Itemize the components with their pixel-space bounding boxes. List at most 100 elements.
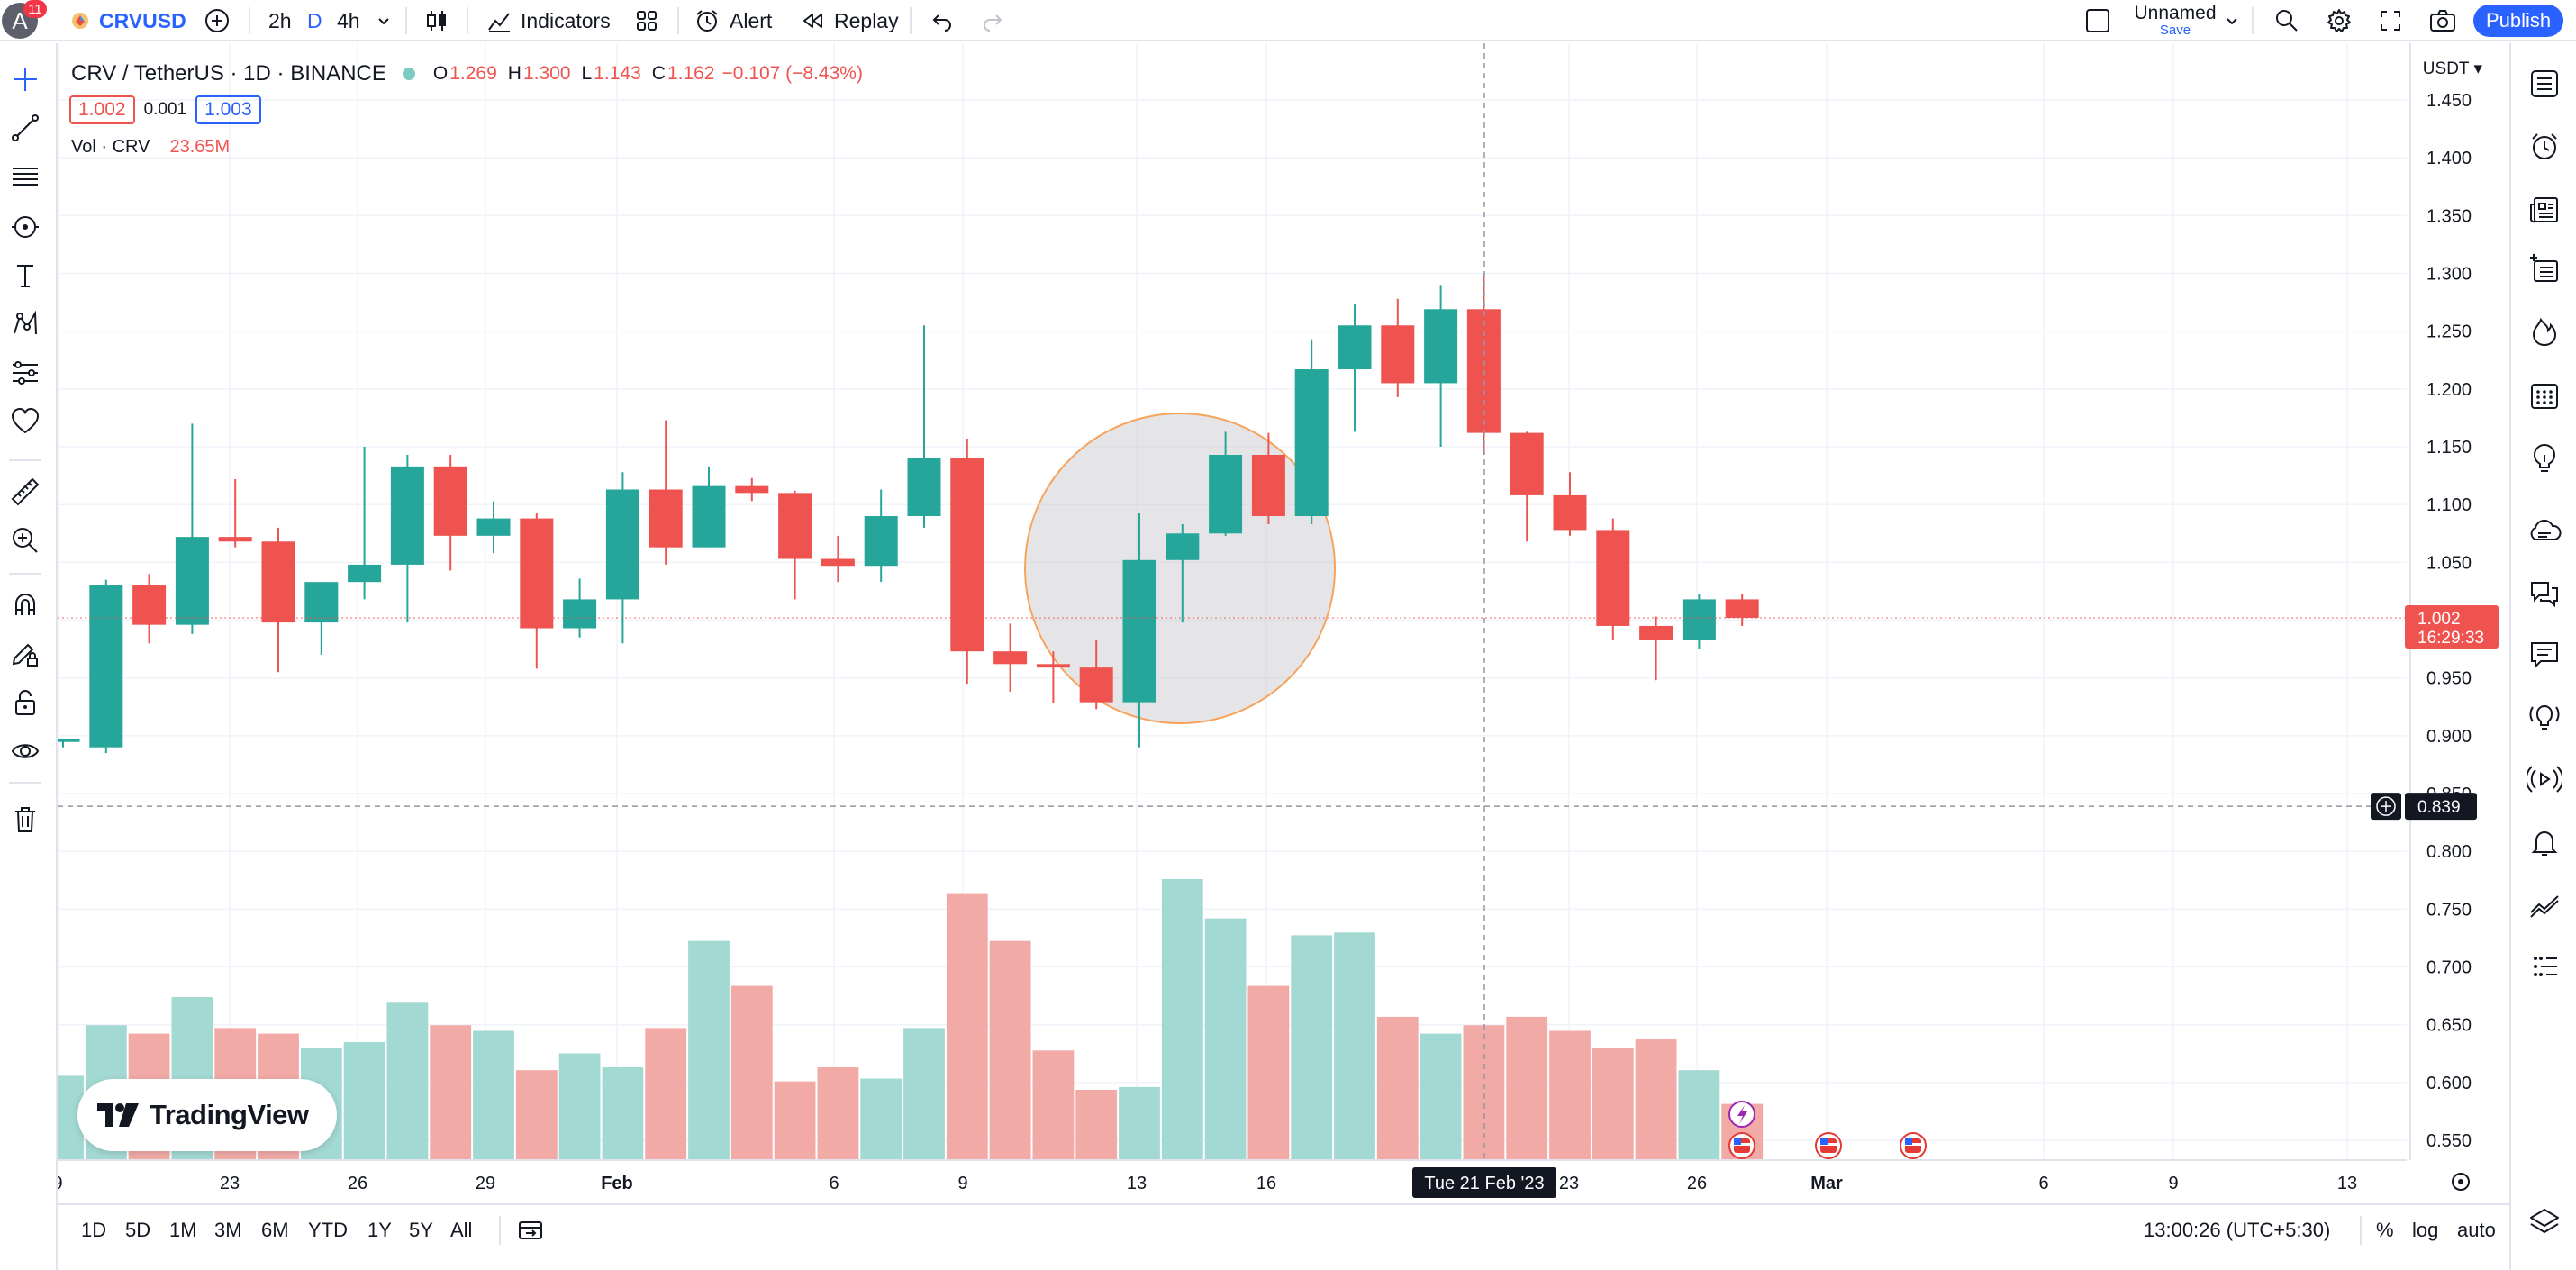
interval-2h-label[interactable]: 2h bbox=[268, 8, 292, 32]
tips-button[interactable] bbox=[2524, 695, 2565, 737]
volume-bar[interactable] bbox=[1506, 1016, 1548, 1160]
interval-2h[interactable]: 2h bbox=[268, 0, 292, 41]
layout-name[interactable]: Unnamed bbox=[2134, 3, 2217, 23]
candle-body[interactable] bbox=[1682, 599, 1716, 640]
undo-button[interactable] bbox=[930, 0, 955, 41]
candle-body[interactable] bbox=[993, 651, 1028, 665]
interval-d[interactable]: D bbox=[307, 0, 322, 41]
log-scale-toggle[interactable]: log bbox=[2412, 1205, 2438, 1256]
watchlist-button[interactable] bbox=[2524, 63, 2565, 104]
ask-price-box[interactable]: 1.003 bbox=[195, 95, 261, 124]
chart-type-button[interactable] bbox=[423, 0, 450, 41]
candle-body[interactable] bbox=[907, 458, 941, 517]
zoom-in-tool[interactable] bbox=[5, 521, 45, 560]
magnet-tool[interactable] bbox=[5, 585, 45, 625]
templates-button[interactable] bbox=[634, 0, 659, 41]
volume-bar[interactable] bbox=[1204, 918, 1247, 1160]
range-1y[interactable]: 1Y bbox=[367, 1205, 392, 1256]
volume-bar[interactable] bbox=[1635, 1039, 1677, 1160]
candle-body[interactable] bbox=[476, 518, 511, 536]
indicators-label[interactable]: Indicators bbox=[521, 8, 611, 32]
candle-body[interactable] bbox=[520, 518, 554, 629]
date-range-button[interactable] bbox=[517, 1205, 544, 1256]
candle-body[interactable] bbox=[778, 493, 812, 559]
symbol-search[interactable]: CRVUSD bbox=[70, 0, 186, 41]
fullscreen-button[interactable] bbox=[2378, 0, 2403, 41]
range-1d-label[interactable]: 1D bbox=[81, 1219, 107, 1241]
lock-drawings-tool[interactable] bbox=[5, 683, 45, 722]
candle-body[interactable] bbox=[649, 489, 683, 548]
volume-bar[interactable] bbox=[989, 940, 1031, 1160]
volume-bar[interactable] bbox=[1119, 1086, 1160, 1160]
candle-body[interactable] bbox=[1294, 369, 1329, 517]
notifications-button[interactable] bbox=[2524, 821, 2565, 863]
volume-bar[interactable] bbox=[558, 1053, 601, 1160]
trading-panel-button[interactable] bbox=[2524, 884, 2565, 926]
candle-body[interactable] bbox=[563, 599, 597, 629]
bid-price-box[interactable]: 1.002 bbox=[69, 95, 135, 124]
volume-bar[interactable] bbox=[430, 1025, 472, 1160]
volume-bar[interactable] bbox=[1032, 1050, 1075, 1160]
volume-bar[interactable] bbox=[903, 1028, 945, 1160]
streams-button[interactable] bbox=[2524, 634, 2565, 676]
range-5d-label[interactable]: 5D bbox=[125, 1219, 151, 1241]
range-all[interactable]: All bbox=[450, 1205, 472, 1256]
candle-body[interactable] bbox=[1251, 455, 1285, 517]
minds-button[interactable] bbox=[2524, 512, 2565, 553]
volume-bar[interactable] bbox=[343, 1041, 385, 1160]
settings-button[interactable] bbox=[2326, 0, 2353, 41]
range-6m-label[interactable]: 6M bbox=[261, 1219, 289, 1241]
volume-legend-label[interactable]: Vol · CRV bbox=[71, 137, 150, 157]
candle-body[interactable] bbox=[89, 585, 123, 748]
candle-body[interactable] bbox=[1510, 432, 1544, 495]
alert-button[interactable]: Alert bbox=[694, 0, 772, 41]
layout-name-button[interactable]: Unnamed Save bbox=[2126, 0, 2225, 41]
text-tool[interactable] bbox=[5, 256, 45, 295]
dom-button[interactable] bbox=[2524, 946, 2565, 987]
currency-selector[interactable]: USDT ▾ bbox=[2423, 59, 2483, 78]
auto-scale-toggle[interactable]: auto bbox=[2457, 1205, 2496, 1256]
candle-body[interactable] bbox=[1338, 325, 1372, 370]
candle-body[interactable] bbox=[1079, 667, 1113, 703]
range-5y[interactable]: 5Y bbox=[409, 1205, 433, 1256]
volume-bar[interactable] bbox=[1291, 935, 1333, 1160]
pattern-tool[interactable] bbox=[5, 304, 45, 344]
range-1y-label[interactable]: 1Y bbox=[367, 1219, 392, 1241]
volume-bar[interactable] bbox=[1549, 1030, 1591, 1160]
replay-label[interactable]: Replay bbox=[834, 8, 899, 32]
candle-body[interactable] bbox=[605, 489, 639, 600]
prediction-tool[interactable] bbox=[5, 353, 45, 393]
symbol-label[interactable]: CRVUSD bbox=[99, 8, 186, 32]
volume-bar[interactable] bbox=[645, 1028, 687, 1160]
candle-body[interactable] bbox=[1596, 530, 1630, 626]
volume-bar[interactable] bbox=[946, 893, 988, 1160]
market-status-dot[interactable] bbox=[402, 68, 415, 80]
time-scale[interactable] bbox=[58, 1160, 2509, 1203]
stay-drawing-tool[interactable] bbox=[5, 634, 45, 674]
last-price-badge[interactable] bbox=[2405, 604, 2499, 649]
interval-4h[interactable]: 4h bbox=[337, 0, 360, 41]
user-avatar[interactable]: A 11 bbox=[2, 0, 47, 41]
candle-body[interactable] bbox=[175, 537, 209, 625]
replay-button[interactable]: Replay bbox=[800, 0, 899, 41]
range-all-label[interactable]: All bbox=[450, 1219, 473, 1241]
add-symbol-button[interactable] bbox=[204, 0, 231, 41]
volume-bar[interactable] bbox=[817, 1067, 859, 1160]
volume-bar[interactable] bbox=[515, 1070, 558, 1160]
price-chart[interactable]: USDT ▾ 1.450 1.400 1.350 1.300 1.250 1.200 1.15… bbox=[58, 43, 2509, 1203]
indicators-button[interactable]: Indicators bbox=[486, 0, 611, 41]
hotlists-button[interactable] bbox=[2524, 312, 2565, 353]
volume-bar[interactable] bbox=[1420, 1033, 1462, 1160]
volume-bar[interactable] bbox=[730, 985, 773, 1160]
save-label[interactable]: Save bbox=[2159, 23, 2191, 38]
candle-body[interactable] bbox=[1725, 599, 1759, 618]
timezone-clock[interactable]: 13:00:26 (UTC+5:30) bbox=[2144, 1205, 2330, 1256]
candle-body[interactable] bbox=[1381, 325, 1415, 384]
crosshair-tool[interactable] bbox=[5, 59, 45, 99]
volume-bar[interactable] bbox=[1376, 1016, 1419, 1160]
chart-settings-gear-icon[interactable] bbox=[2452, 1173, 2470, 1191]
volume-bar[interactable] bbox=[774, 1081, 816, 1160]
brush-tool[interactable] bbox=[5, 207, 45, 247]
range-3m-label[interactable]: 3M bbox=[214, 1219, 242, 1241]
candle-body[interactable] bbox=[692, 485, 726, 548]
